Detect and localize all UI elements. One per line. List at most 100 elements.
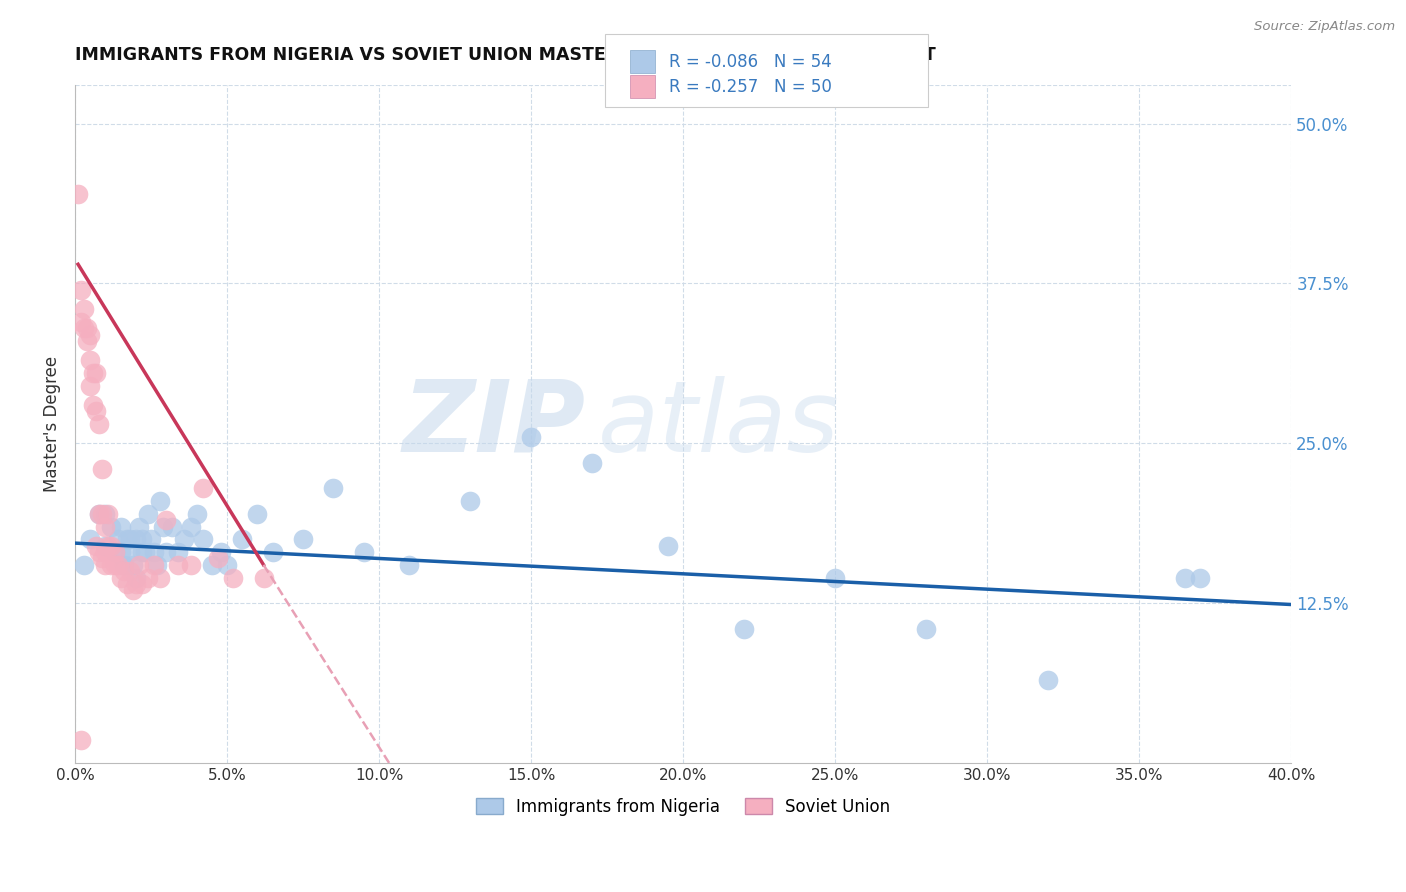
Point: [125, 571, 148, 585]
Point: [110, 519, 132, 533]
Point: [115, 577, 138, 591]
Point: [84, 539, 107, 553]
Point: [121, 583, 143, 598]
Point: [520, 430, 543, 444]
Point: [180, 519, 202, 533]
Point: [103, 545, 125, 559]
Point: [115, 533, 138, 547]
Point: [128, 558, 150, 572]
Point: [353, 545, 375, 559]
Point: [186, 507, 208, 521]
Point: [252, 571, 274, 585]
Point: [322, 481, 344, 495]
Point: [97, 507, 120, 521]
Point: [73, 301, 96, 316]
Point: [128, 519, 150, 533]
Point: [149, 494, 172, 508]
Point: [262, 545, 284, 559]
Text: Source: ZipAtlas.com: Source: ZipAtlas.com: [1254, 20, 1395, 33]
Point: [118, 545, 141, 559]
Text: R = -0.257   N = 50: R = -0.257 N = 50: [669, 78, 832, 95]
Point: [139, 533, 162, 547]
Point: [91, 462, 114, 476]
Point: [915, 622, 938, 636]
Point: [125, 533, 148, 547]
Text: atlas: atlas: [598, 376, 839, 473]
Point: [460, 494, 482, 508]
Point: [97, 539, 120, 553]
Point: [76, 334, 98, 348]
Point: [231, 533, 253, 547]
Point: [121, 558, 143, 572]
Point: [89, 507, 111, 521]
Point: [110, 545, 132, 559]
Point: [100, 519, 122, 533]
Point: [100, 558, 122, 572]
Point: [1036, 673, 1059, 687]
Point: [152, 519, 174, 533]
Point: [70, 733, 93, 747]
Point: [191, 533, 214, 547]
Point: [82, 366, 104, 380]
Point: [79, 379, 101, 393]
Point: [73, 321, 96, 335]
Point: [103, 558, 125, 572]
Point: [131, 577, 153, 591]
Point: [91, 507, 114, 521]
Point: [89, 507, 111, 521]
Point: [136, 571, 159, 585]
Point: [733, 622, 755, 636]
Point: [398, 558, 420, 572]
Point: [79, 533, 101, 547]
Point: [103, 545, 125, 559]
Point: [246, 507, 269, 521]
Point: [107, 533, 129, 547]
Point: [112, 564, 135, 578]
Point: [89, 545, 111, 559]
Point: [581, 456, 603, 470]
Point: [79, 353, 101, 368]
Point: [149, 571, 172, 585]
Point: [136, 507, 159, 521]
Point: [162, 519, 184, 533]
Point: [89, 417, 111, 432]
Point: [76, 321, 98, 335]
Point: [118, 564, 141, 578]
Point: [84, 404, 107, 418]
Point: [94, 519, 117, 533]
Point: [91, 551, 114, 566]
Point: [131, 545, 153, 559]
Point: [112, 558, 135, 572]
Point: [222, 571, 245, 585]
Point: [94, 545, 117, 559]
Point: [657, 539, 679, 553]
Point: [84, 366, 107, 380]
Point: [146, 558, 169, 572]
Point: [94, 558, 117, 572]
Point: [67, 186, 90, 201]
Point: [125, 577, 148, 591]
Point: [143, 558, 166, 572]
Point: [180, 558, 202, 572]
Text: R = -0.086   N = 54: R = -0.086 N = 54: [669, 53, 832, 70]
Point: [155, 545, 177, 559]
Point: [173, 533, 195, 547]
Point: [1189, 571, 1212, 585]
Point: [143, 545, 166, 559]
Point: [82, 398, 104, 412]
Point: [70, 315, 93, 329]
Point: [73, 558, 96, 572]
Point: [107, 558, 129, 572]
Point: [110, 571, 132, 585]
Point: [94, 507, 117, 521]
Point: [209, 545, 232, 559]
Text: IMMIGRANTS FROM NIGERIA VS SOVIET UNION MASTER'S DEGREE CORRELATION CHART: IMMIGRANTS FROM NIGERIA VS SOVIET UNION …: [75, 46, 936, 64]
Point: [100, 539, 122, 553]
Point: [167, 558, 190, 572]
Legend: Immigrants from Nigeria, Soviet Union: Immigrants from Nigeria, Soviet Union: [470, 791, 897, 822]
Point: [79, 327, 101, 342]
Text: ZIP: ZIP: [404, 376, 586, 473]
Point: [131, 533, 153, 547]
Point: [201, 558, 224, 572]
Point: [167, 545, 190, 559]
